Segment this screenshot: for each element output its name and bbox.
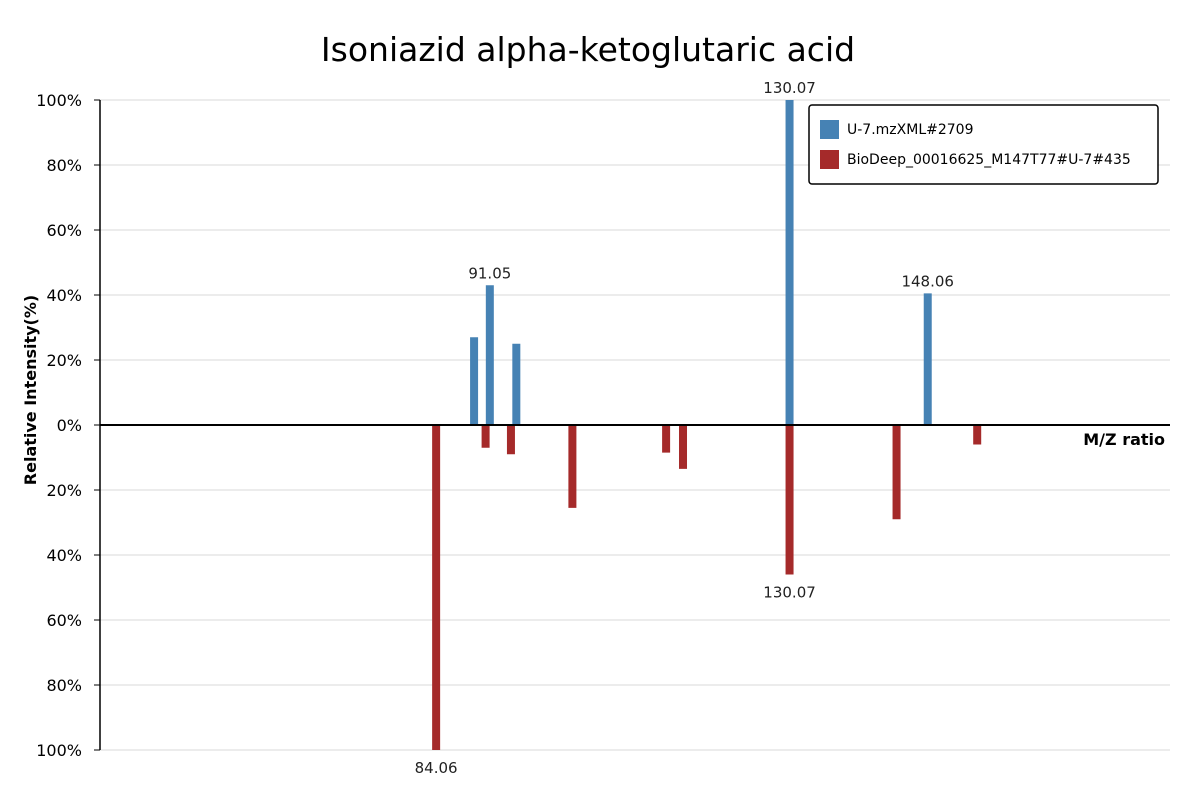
reference-peak-bar bbox=[506, 425, 515, 455]
peak-label: 84.06 bbox=[415, 759, 458, 777]
y-tick-label: 80% bbox=[46, 156, 82, 175]
spectrum-bars bbox=[432, 100, 982, 750]
reference-peak-bar bbox=[432, 425, 441, 750]
reference-peak-bar bbox=[481, 425, 490, 448]
y-axis-label: Relative Intensity(%) bbox=[21, 295, 40, 485]
legend-swatch-query bbox=[820, 120, 839, 139]
legend: U-7.mzXML#2709 BioDeep_00016625_M147T77#… bbox=[808, 104, 1159, 185]
legend-swatch-reference bbox=[820, 150, 839, 169]
query-peak-bar bbox=[470, 337, 479, 425]
y-tick-label: 60% bbox=[46, 611, 82, 630]
y-tick-label: 20% bbox=[46, 351, 82, 370]
legend-label-query: U-7.mzXML#2709 bbox=[847, 122, 973, 138]
reference-peak-bar bbox=[973, 425, 982, 445]
query-peak-bar bbox=[512, 343, 521, 425]
query-peak-bar bbox=[923, 293, 932, 425]
peak-label: 130.07 bbox=[763, 79, 816, 97]
y-tick-label: 40% bbox=[46, 546, 82, 565]
y-tick-label: 20% bbox=[46, 481, 82, 500]
peak-label: 148.06 bbox=[901, 272, 954, 290]
y-tick-label: 80% bbox=[46, 676, 82, 695]
peak-label: 130.07 bbox=[763, 584, 816, 602]
reference-peak-bar bbox=[679, 425, 688, 469]
query-peak-bar bbox=[485, 285, 494, 425]
legend-box bbox=[808, 104, 1159, 185]
reference-peak-bar bbox=[568, 425, 577, 508]
y-tick-label: 100% bbox=[36, 91, 82, 110]
y-tick-label: 60% bbox=[46, 221, 82, 240]
reference-peak-bar bbox=[785, 425, 794, 575]
peak-labels: 91.05 130.07 148.06 84.06 130.07 bbox=[415, 79, 954, 777]
peak-label: 91.05 bbox=[468, 264, 511, 282]
y-axis-ticks: 100% 80% 60% 40% 20% 0% 20% 40% 60% 80% 100% bbox=[36, 91, 100, 760]
y-tick-label: 0% bbox=[57, 416, 82, 435]
reference-peak-bar bbox=[892, 425, 901, 520]
legend-label-reference: BioDeep_00016625_M147T77#U-7#435 bbox=[847, 152, 1131, 168]
y-tick-label: 40% bbox=[46, 286, 82, 305]
reference-peak-bar bbox=[662, 425, 671, 453]
query-peak-bar bbox=[785, 100, 794, 425]
x-axis-label: M/Z ratio bbox=[1083, 430, 1165, 449]
chart-title: Isoniazid alpha-ketoglutaric acid bbox=[321, 30, 855, 69]
y-tick-label: 100% bbox=[36, 741, 82, 760]
